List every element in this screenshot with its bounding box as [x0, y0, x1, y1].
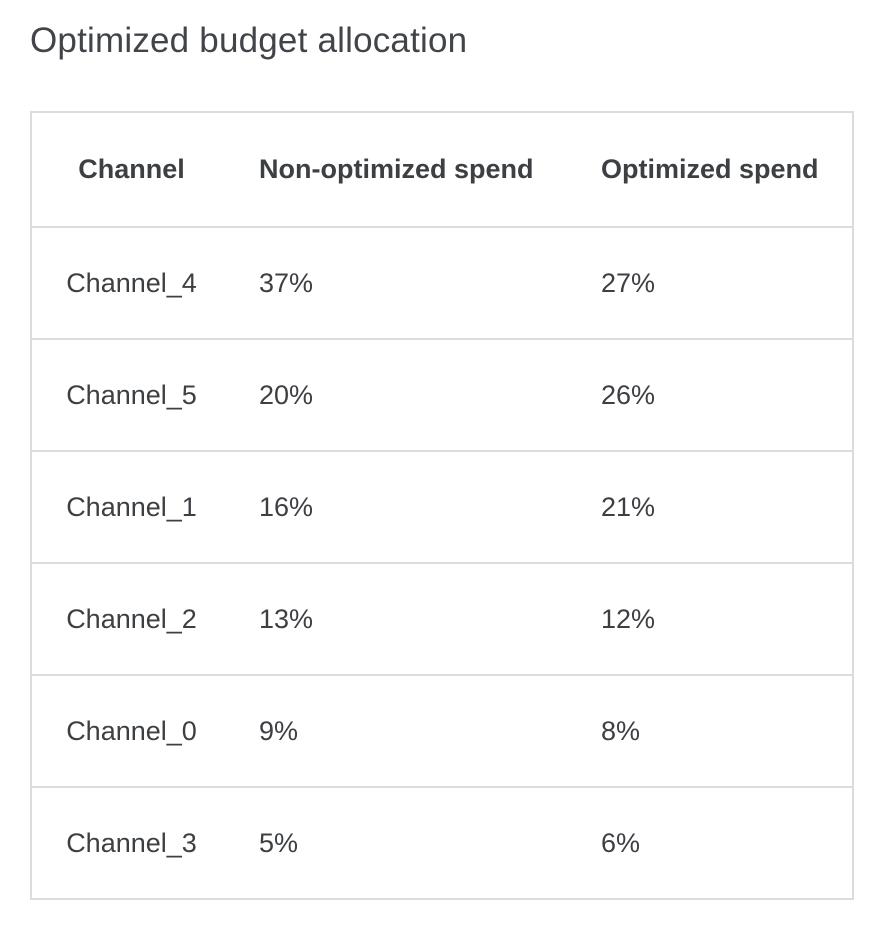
column-header-optimized-spend: Optimized spend	[601, 154, 819, 184]
optimized-spend-cell: 21%	[601, 491, 656, 522]
non-optimized-spend-cell: 37%	[259, 267, 314, 298]
optimized-spend-cell: 26%	[601, 379, 656, 410]
non-optimized-spend-cell: 5%	[259, 827, 299, 858]
table-row: Channel_5 20% 26%	[31, 339, 853, 451]
optimized-spend-cell: 6%	[601, 827, 641, 858]
table-row: Channel_0 9% 8%	[31, 675, 853, 787]
channel-cell: Channel_3	[66, 827, 197, 858]
optimized-spend-cell: 12%	[601, 603, 656, 634]
channel-cell: Channel_5	[66, 379, 197, 410]
table-row: Channel_2 13% 12%	[31, 563, 853, 675]
non-optimized-spend-cell: 16%	[259, 491, 314, 522]
non-optimized-spend-cell: 20%	[259, 379, 314, 410]
optimized-spend-cell: 8%	[601, 715, 641, 746]
channel-cell: Channel_4	[66, 267, 197, 298]
page-title: Optimized budget allocation	[30, 21, 468, 60]
channel-cell: Channel_0	[66, 715, 197, 746]
table-row: Channel_1 16% 21%	[31, 451, 853, 563]
column-header-non-optimized-spend: Non-optimized spend	[259, 154, 534, 184]
table-row: Channel_4 37% 27%	[31, 227, 853, 339]
budget-allocation-table: Channel Non-optimized spend Optimized sp…	[30, 111, 854, 900]
non-optimized-spend-cell: 13%	[259, 603, 314, 634]
non-optimized-spend-cell: 9%	[259, 715, 299, 746]
channel-cell: Channel_1	[66, 491, 197, 522]
table-row: Channel_3 5% 6%	[31, 787, 853, 899]
channel-cell: Channel_2	[66, 603, 197, 634]
optimized-spend-cell: 27%	[601, 267, 656, 298]
column-header-channel: Channel	[78, 154, 185, 184]
table-header-row: Channel Non-optimized spend Optimized sp…	[31, 112, 853, 227]
